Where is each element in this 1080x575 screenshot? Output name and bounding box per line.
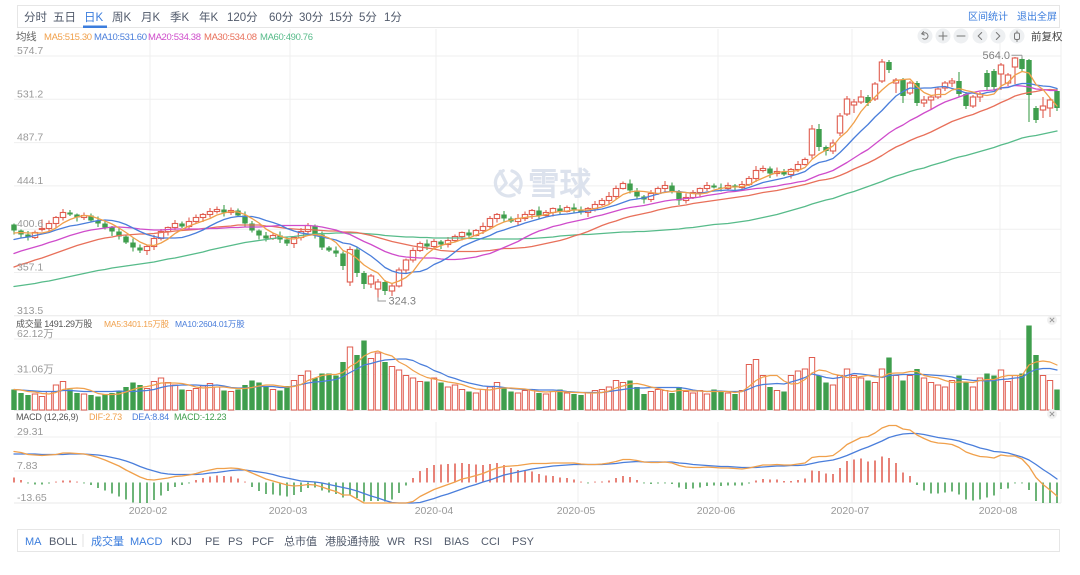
svg-text:487.7: 487.7 <box>17 132 43 144</box>
svg-text:MA60:490.76: MA60:490.76 <box>260 32 313 43</box>
svg-text:31.06万: 31.06万 <box>17 364 54 376</box>
svg-text:分时: 分时 <box>24 11 47 24</box>
svg-text:DIF:2.73: DIF:2.73 <box>89 412 122 422</box>
svg-text:324.3: 324.3 <box>389 296 417 308</box>
svg-text:2020-05: 2020-05 <box>557 505 596 517</box>
svg-text:总市值: 总市值 <box>284 534 317 548</box>
svg-text:574.7: 574.7 <box>17 45 43 57</box>
svg-text:-13.65: -13.65 <box>17 492 47 504</box>
svg-text:MA5:515.30: MA5:515.30 <box>44 32 92 43</box>
svg-text:2020-08: 2020-08 <box>979 505 1018 517</box>
svg-text:444.1: 444.1 <box>17 175 43 187</box>
svg-text:29.31: 29.31 <box>17 426 43 438</box>
svg-text:MACD: MACD <box>130 536 162 548</box>
svg-text:2020-03: 2020-03 <box>269 505 308 517</box>
svg-text:62.12万: 62.12万 <box>17 328 54 340</box>
svg-text:前复权: 前复权 <box>1031 30 1063 43</box>
svg-text:7.83: 7.83 <box>17 460 38 472</box>
svg-text:357.1: 357.1 <box>17 262 43 274</box>
svg-text:2020-04: 2020-04 <box>415 505 454 517</box>
svg-text:30分: 30分 <box>299 11 324 24</box>
svg-text:15分: 15分 <box>329 11 354 24</box>
svg-text:564.0: 564.0 <box>982 50 1010 62</box>
svg-text:BIAS: BIAS <box>444 536 469 548</box>
svg-text:MACD:-12.23: MACD:-12.23 <box>174 412 227 422</box>
svg-text:成交量: 成交量 <box>91 534 124 548</box>
svg-text:DEA:8.84: DEA:8.84 <box>132 412 169 422</box>
svg-text:成交量 1491.29万股: 成交量 1491.29万股 <box>16 318 92 329</box>
svg-text:BOLL: BOLL <box>49 536 77 548</box>
svg-text:120分: 120分 <box>227 11 258 24</box>
svg-text:313.5: 313.5 <box>17 305 43 317</box>
svg-text:年K: 年K <box>199 10 218 24</box>
svg-text:5分: 5分 <box>359 11 377 24</box>
svg-text:2020-06: 2020-06 <box>697 505 736 517</box>
svg-text:MA10:2604.01万股: MA10:2604.01万股 <box>175 319 245 329</box>
svg-text:CCI: CCI <box>481 536 500 548</box>
svg-text:400.6: 400.6 <box>17 218 43 230</box>
svg-text:2020-07: 2020-07 <box>831 505 870 517</box>
svg-text:区间统计: 区间统计 <box>968 10 1008 23</box>
svg-text:月K: 月K <box>141 12 160 24</box>
svg-text:雪球: 雪球 <box>528 166 592 202</box>
svg-text:退出全屏: 退出全屏 <box>1017 10 1057 23</box>
svg-text:五日: 五日 <box>53 12 76 24</box>
svg-text:PE: PE <box>205 536 220 548</box>
svg-text:周K: 周K <box>112 11 131 24</box>
svg-text:WR: WR <box>387 536 405 548</box>
svg-text:531.2: 531.2 <box>17 88 43 100</box>
svg-text:60分: 60分 <box>269 11 294 24</box>
svg-text:PCF: PCF <box>252 536 274 548</box>
svg-text:MACD (12,26,9): MACD (12,26,9) <box>16 412 78 422</box>
svg-text:季K: 季K <box>170 11 189 24</box>
svg-text:日K: 日K <box>84 12 103 24</box>
svg-text:MA20:534.38: MA20:534.38 <box>148 32 201 43</box>
svg-text:RSI: RSI <box>414 536 432 548</box>
svg-text:PSY: PSY <box>512 536 535 548</box>
svg-text:PS: PS <box>228 536 243 548</box>
svg-text:MA30:534.08: MA30:534.08 <box>204 32 257 43</box>
svg-text:均线: 均线 <box>16 30 37 43</box>
svg-text:2020-02: 2020-02 <box>129 505 168 517</box>
svg-text:港股通持股: 港股通持股 <box>325 534 380 548</box>
svg-text:MA: MA <box>25 536 42 548</box>
svg-text:KDJ: KDJ <box>171 536 192 548</box>
svg-text:MA5:3401.15万股: MA5:3401.15万股 <box>104 319 170 329</box>
svg-text:MA10:531.60: MA10:531.60 <box>94 32 147 43</box>
svg-text:1分: 1分 <box>384 11 402 24</box>
